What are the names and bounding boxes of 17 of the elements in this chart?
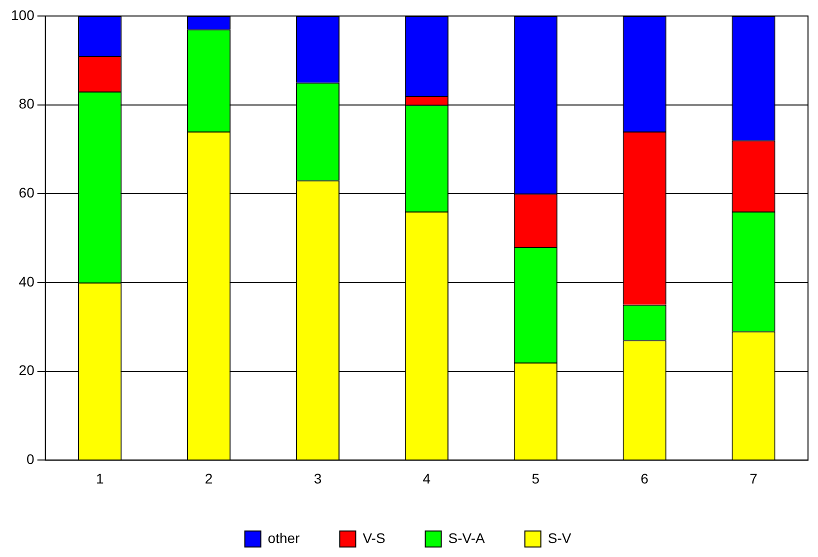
- x-tick-label: 6: [640, 470, 649, 486]
- x-tick-label: 4: [422, 470, 431, 486]
- y-tick-label: 80: [18, 96, 35, 112]
- y-tick-label: 0: [26, 451, 35, 468]
- x-tick-label: 7: [750, 470, 758, 486]
- x-tick-label: 3: [314, 470, 322, 486]
- legend-label: V-S: [362, 530, 386, 546]
- x-tick-label: 5: [532, 470, 540, 486]
- legend-label: S-V: [548, 530, 572, 546]
- y-tick-label: 60: [18, 184, 35, 201]
- y-tick-label: 20: [18, 362, 35, 378]
- x-tick-label: 1: [96, 470, 104, 486]
- y-tick-label: 40: [18, 273, 35, 290]
- y-tick-label: 100: [11, 6, 35, 23]
- x-tick-label: 2: [204, 470, 213, 486]
- legend-label: S-V-A: [448, 530, 486, 546]
- legend-label: other: [268, 530, 300, 546]
